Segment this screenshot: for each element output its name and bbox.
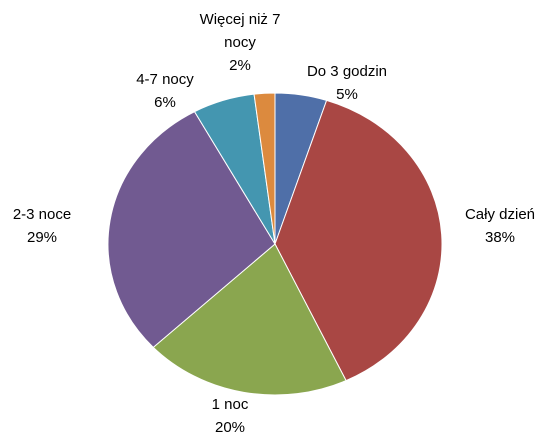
category-label: 2-3 noce (12, 206, 72, 223)
value-label: 2% (229, 57, 251, 74)
category-label: 4-7 nocy (136, 71, 194, 88)
value-label: 38% (484, 229, 516, 246)
category-label: Więcej niż 7 nocy (199, 11, 281, 51)
pie-slice (253, 92, 276, 245)
slice-label: 4-7 nocy 6% (120, 68, 210, 114)
category-label: Cały dzień (464, 206, 536, 223)
category-label: 1 noc (211, 396, 249, 413)
category-label: Do 3 godzin (306, 63, 388, 80)
slice-label: Do 3 godzin 5% (282, 60, 412, 106)
value-label: 5% (336, 86, 358, 103)
slice-label: Cały dzień 38% (445, 203, 555, 249)
slice-label: Więcej niż 7 nocy 2% (185, 8, 295, 77)
pie-slice (274, 99, 443, 382)
slice-label: 2-3 noce 29% (0, 203, 87, 249)
slice-label: 1 noc 20% (185, 393, 275, 434)
pie-slice (107, 111, 276, 349)
value-label: 6% (154, 94, 176, 111)
value-label: 29% (26, 229, 58, 246)
pie-slice (152, 243, 347, 396)
value-label: 20% (214, 419, 246, 434)
